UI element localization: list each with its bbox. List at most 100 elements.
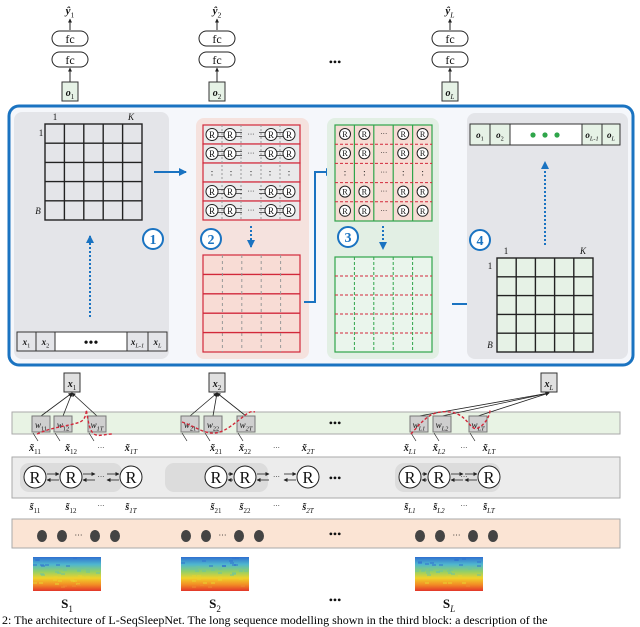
spectrogram-noise (239, 578, 243, 580)
subscript: 1T (129, 507, 138, 515)
spectrogram-noise (426, 572, 430, 574)
spectrogram-noise (436, 571, 440, 573)
filterbank-unit (201, 530, 211, 542)
ellipsis: ··· (75, 531, 83, 540)
spectrogram-noise (57, 572, 61, 574)
spectrogram-noise (462, 558, 466, 560)
spectrogram-noise (439, 564, 443, 566)
spectrogram-noise (58, 577, 62, 579)
symbol: S (61, 596, 68, 611)
grid-col-last: K (127, 112, 135, 122)
rnn-cell-label: R (362, 188, 368, 197)
spectrogram-noise (202, 560, 206, 562)
filterbank-unit (90, 530, 100, 542)
rnn-cell-label: R (433, 468, 444, 487)
spectrogram-noise (229, 560, 233, 562)
subscript: L1 (407, 507, 415, 515)
spectrogram-noise (218, 578, 222, 580)
vertical-dots: : (402, 167, 405, 177)
spectrogram-noise (422, 569, 426, 571)
spectrogram-noise (235, 557, 239, 559)
ellipsis: ··· (248, 207, 255, 215)
epoch-frame-label: x̃LT (482, 443, 497, 456)
subscript: LT (477, 426, 485, 433)
spectrogram-label: S1 (61, 596, 73, 614)
spectrogram-noise (477, 565, 481, 567)
spectrogram-noise (218, 576, 222, 578)
ellipsis: ··· (98, 444, 105, 452)
subscript: 1 (71, 93, 75, 101)
subscript: L-1 (589, 136, 599, 143)
spectrogram-noise (55, 583, 59, 585)
rnn-cell-label: R (342, 149, 348, 158)
subscript: 21 (215, 448, 223, 456)
spectrogram-noise (196, 566, 200, 568)
rnn-cell-label: R (210, 468, 221, 487)
spectrogram-noise (192, 580, 196, 582)
rnn-cell-label: R (209, 149, 215, 159)
spectrogram-noise (473, 567, 477, 569)
subscript: L1 (418, 426, 426, 433)
spectrogram-noise (33, 564, 37, 566)
subscript: L2 (437, 448, 446, 456)
spectrogram-noise (462, 582, 466, 584)
spectrogram-noise (468, 568, 472, 570)
subscript: 2 (218, 93, 222, 101)
spectrogram-noise (425, 582, 429, 584)
ellipsis: ··· (248, 150, 255, 158)
prediction-label: ŷL (443, 5, 454, 19)
filterbank-unit (110, 530, 120, 542)
green-dot (530, 132, 535, 137)
subscript: L-1 (134, 343, 144, 350)
grid-row-last: B (35, 206, 41, 216)
fc-label: fc (212, 32, 221, 46)
rnn-cell-label: R (342, 207, 348, 216)
filterbank-unit (57, 530, 67, 542)
spectrogram-noise (244, 570, 248, 572)
symbol: S (209, 596, 216, 611)
rnn-cell-label: R (268, 206, 274, 216)
spectrogram-noise (434, 566, 438, 568)
filterbank-unit (488, 530, 498, 542)
epoch-frame-label: x̃22 (238, 443, 252, 456)
rnn-cell-label: R (209, 130, 215, 140)
spectrogram-2 (181, 557, 249, 591)
spectrogram-noise (241, 585, 245, 587)
vertical-dots: : (230, 168, 233, 178)
fc-label: fc (445, 53, 454, 67)
spectrogram-noise (466, 585, 470, 587)
filterbank-unit (468, 530, 478, 542)
rnn-cell-label: R (362, 130, 368, 139)
ellipsis: ··· (380, 188, 387, 196)
epoch-frame-label: x̃L2 (432, 443, 446, 456)
fc-label: fc (212, 53, 221, 67)
spectrogram-noise (190, 577, 194, 579)
spectrogram-noise (459, 564, 463, 566)
subscript: L (450, 93, 455, 101)
grid-col-last: K (579, 246, 587, 256)
fc-label: fc (65, 53, 74, 67)
spectrogram-noise (36, 559, 40, 561)
rnn-cell-label: R (286, 206, 292, 216)
spectrogram-noise (200, 584, 204, 586)
spectrogram-noise (446, 576, 450, 578)
rnn-cell-label: R (286, 149, 292, 159)
rnn-cell-label: R (400, 149, 406, 158)
subscript: 1T (130, 448, 139, 456)
spectral-frame-label: s̃L2 (432, 502, 445, 515)
spectrogram-noise (86, 571, 90, 573)
step-1-number: 1 (150, 233, 157, 248)
subscript: L (449, 10, 454, 19)
spectrogram-noise (181, 562, 185, 564)
spectrogram-noise (197, 575, 201, 577)
row-output-matrix-bg (203, 255, 300, 352)
spectrogram-noise (61, 586, 65, 588)
subscript: 2 (46, 343, 49, 350)
column-output-matrix-bg (335, 257, 432, 352)
spectrogram-noise (477, 561, 481, 563)
spectrogram-noise (54, 576, 58, 578)
ellipsis: ··· (98, 502, 105, 510)
spectrogram-noise (63, 569, 67, 571)
rnn-cell-label: R (209, 187, 215, 197)
grid-row-first: 1 (39, 128, 44, 138)
